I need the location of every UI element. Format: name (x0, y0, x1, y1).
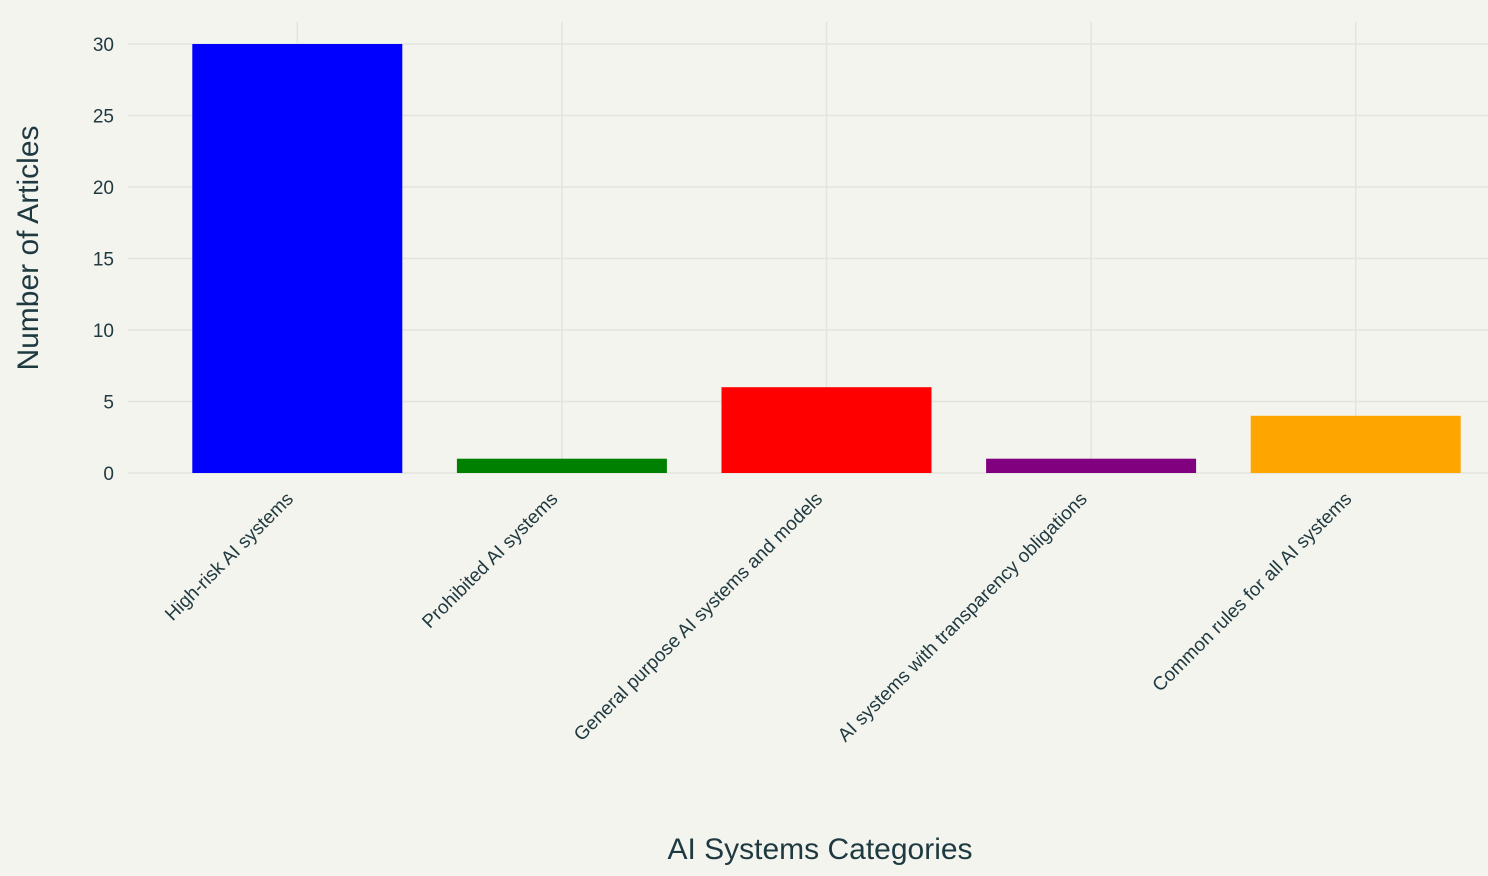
y-tick-label: 20 (93, 178, 114, 199)
y-axis-title: Number of Articles (12, 125, 45, 370)
bar-3 (721, 387, 932, 473)
bar-2 (456, 458, 667, 473)
x-axis-ticks: High-risk AI systems Prohibited AI system… (161, 489, 1356, 747)
y-tick-label: 30 (93, 35, 114, 56)
x-tick-label: AI systems with transparency obligations (834, 489, 1092, 747)
y-tick-label: 0 (103, 464, 114, 485)
bar-5 (1250, 415, 1461, 473)
x-tick-label: General purpose AI systems and models (570, 489, 827, 746)
y-tick-label: 5 (103, 393, 114, 414)
y-axis-ticks: 0 5 10 15 20 25 30 (93, 35, 114, 485)
y-tick-label: 10 (93, 321, 114, 342)
bar-1 (192, 44, 403, 473)
y-tick-label: 25 (93, 107, 114, 128)
x-tick-label: Common rules for all AI systems (1149, 489, 1356, 696)
bar-4 (986, 458, 1197, 473)
bars (192, 44, 1461, 473)
y-tick-label: 15 (93, 250, 114, 271)
x-axis-title: AI Systems Categories (667, 833, 972, 866)
x-tick-label: High-risk AI systems (161, 489, 298, 626)
x-tick-label: Prohibited AI systems (418, 489, 562, 633)
